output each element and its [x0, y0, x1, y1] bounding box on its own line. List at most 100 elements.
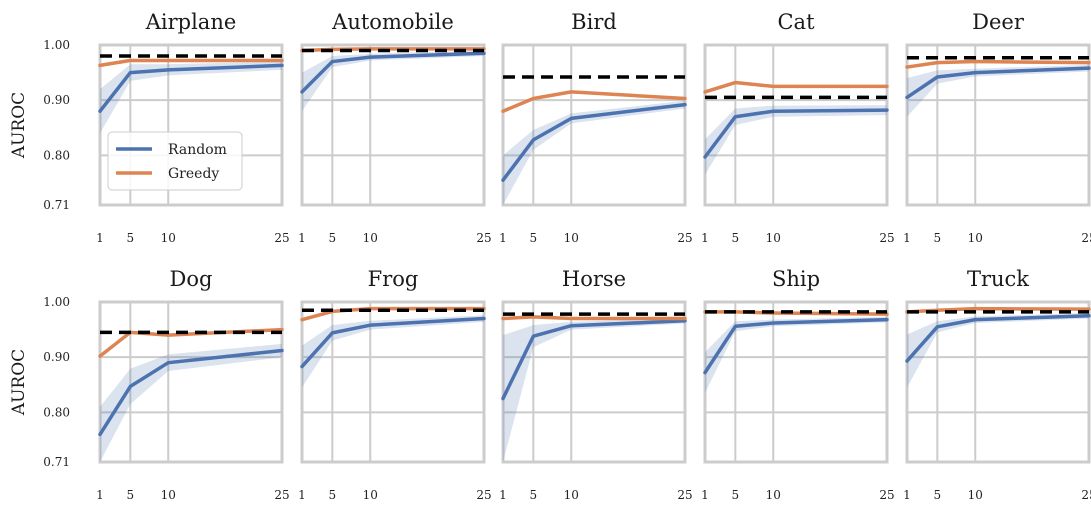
x-tick-label: 5: [530, 488, 538, 502]
panel-frame: [300, 43, 486, 207]
x-tick-label: 1: [96, 488, 104, 502]
x-tick-label: 5: [127, 231, 135, 245]
panel-frame: [703, 43, 889, 207]
panel-deer: Deer 1 5 10 25: [903, 10, 1091, 245]
series-line-greedy: [905, 306, 1091, 314]
x-tick-label: 25: [274, 488, 289, 502]
panel-ship: Ship 1 5 10 25: [701, 267, 894, 502]
y-tick-label: 0.90: [43, 350, 70, 364]
random-confidence-band: [302, 315, 484, 388]
x-tick-label: 25: [1081, 231, 1091, 245]
x-tick-label: 10: [363, 488, 378, 502]
series-line-greedy: [501, 315, 687, 321]
panel-title: Dog: [170, 267, 213, 291]
panel-automobile: Automobile 1 5 10 25: [298, 10, 491, 245]
x-tick-label: 5: [934, 231, 942, 245]
x-tick-label: 25: [1081, 488, 1091, 502]
y-tick-label: 1.00: [43, 38, 70, 52]
y-axis-label: AUROC: [9, 349, 29, 416]
x-tick-label: 5: [329, 231, 337, 245]
x-tick-label: 10: [161, 488, 176, 502]
random-confidence-band: [100, 343, 282, 462]
random-confidence-band: [503, 100, 685, 205]
series-line-greedy: [98, 58, 284, 68]
x-tick-label: 1: [298, 488, 306, 502]
x-tick-label: 10: [766, 231, 781, 245]
y-tick-label: 0.71: [43, 455, 70, 469]
panel-frame: [300, 300, 486, 464]
series-line-random: [98, 63, 284, 113]
legend-box: [107, 131, 243, 191]
x-tick-label: 5: [732, 231, 740, 245]
x-tick-label: 25: [476, 231, 491, 245]
x-tick-label: 10: [161, 231, 176, 245]
random-confidence-band: [100, 61, 282, 134]
y-tick-label: 0.71: [43, 198, 70, 212]
panel-airplane: Airplane 1 5 10 25 1.00 0.90 0.80 0.71 Random Gree…: [43, 10, 289, 245]
x-tick-label: 5: [530, 231, 538, 245]
x-tick-label: 5: [732, 488, 740, 502]
panel-title: Frog: [368, 267, 419, 291]
panel-frame: [905, 300, 1091, 464]
x-tick-label: 1: [701, 488, 709, 502]
series-line-random: [501, 102, 687, 182]
series-line-random: [300, 51, 486, 94]
panel-frame: [501, 300, 687, 464]
panel-title: Horse: [562, 267, 626, 291]
panel-title: Airplane: [145, 10, 237, 34]
panel-bird: Bird 1 5 10 25: [499, 10, 692, 245]
panel-dog: Dog 1 5 10 25 1.00 0.90 0.80 0.71: [43, 267, 289, 502]
panel-frame: [905, 43, 1091, 207]
random-confidence-band: [503, 318, 685, 462]
series-line-random: [501, 319, 687, 401]
panel-frame: [703, 300, 889, 464]
random-confidence-band: [907, 313, 1089, 388]
panel-frog: Frog 1 5 10 25: [298, 267, 491, 502]
x-tick-label: 1: [298, 231, 306, 245]
series-line-greedy: [703, 80, 889, 94]
panel-truck: Truck 1 5 10 25: [903, 267, 1091, 502]
panel-frame: [501, 43, 687, 207]
panel-cat: Cat 1 5 10 25: [701, 10, 894, 245]
panel-title: Automobile: [331, 10, 454, 34]
x-tick-label: 25: [677, 488, 692, 502]
panel-frame: [98, 43, 284, 207]
y-tick-label: 0.80: [43, 148, 70, 162]
series-line-random: [905, 314, 1091, 363]
panel-frame: [98, 300, 284, 464]
series-line-random: [703, 108, 889, 159]
panel-title: Cat: [777, 10, 815, 34]
legend-label: Random: [168, 142, 227, 158]
x-tick-label: 5: [329, 488, 337, 502]
random-confidence-band: [907, 64, 1089, 117]
series-line-random: [300, 316, 486, 369]
panel-title: Bird: [571, 10, 617, 34]
x-tick-label: 10: [766, 488, 781, 502]
series-line-random: [98, 348, 284, 437]
x-tick-label: 25: [274, 231, 289, 245]
x-tick-label: 10: [564, 231, 579, 245]
random-confidence-band: [302, 50, 484, 112]
panel-title: Deer: [972, 10, 1025, 34]
x-tick-label: 1: [499, 231, 507, 245]
x-tick-label: 1: [701, 231, 709, 245]
series-line-random: [703, 317, 889, 375]
x-tick-label: 25: [476, 488, 491, 502]
y-tick-label: 0.90: [43, 93, 70, 107]
series-line-random: [905, 66, 1091, 100]
random-confidence-band: [705, 105, 887, 175]
x-tick-label: 10: [363, 231, 378, 245]
x-tick-label: 25: [677, 231, 692, 245]
x-tick-label: 10: [564, 488, 579, 502]
y-axis-label: AUROC: [9, 92, 29, 159]
x-tick-label: 25: [879, 231, 894, 245]
x-tick-label: 1: [903, 231, 911, 245]
panel-title: Truck: [967, 267, 1029, 291]
series-line-greedy: [501, 90, 687, 113]
panel-horse: Horse 1 5 10 25: [499, 267, 692, 502]
x-tick-label: 1: [499, 488, 507, 502]
x-tick-label: 10: [968, 231, 983, 245]
x-tick-label: 5: [127, 488, 135, 502]
legend-label: Greedy: [168, 166, 219, 182]
